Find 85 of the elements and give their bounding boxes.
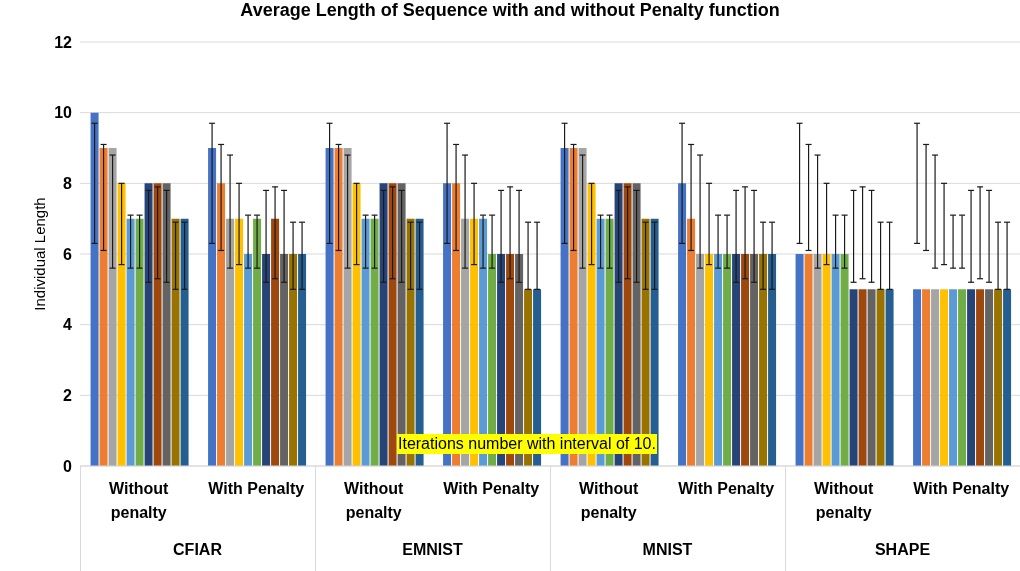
bar	[253, 218, 262, 466]
bar	[876, 289, 885, 466]
bar	[813, 254, 822, 466]
bar	[99, 148, 108, 466]
bar	[994, 289, 1003, 466]
bar	[180, 218, 189, 466]
x-tick-label: Without penalty	[579, 480, 640, 521]
bar	[967, 289, 976, 466]
bar	[271, 218, 280, 466]
bar	[171, 218, 180, 466]
bar	[831, 254, 840, 466]
bar	[126, 218, 135, 466]
bar	[840, 254, 849, 466]
bar	[135, 218, 144, 466]
bar	[931, 289, 940, 466]
text: EMNIST	[401, 541, 464, 559]
y-tick-label: 0	[63, 457, 73, 475]
x-tick-label: Without penalty	[109, 480, 170, 521]
bar	[108, 148, 117, 466]
bar	[325, 148, 334, 466]
bar	[352, 183, 361, 466]
chart-title: Average Length of Sequence with and without Penalty function	[239, 0, 781, 21]
annotation: Iterations number with interval of 10.	[397, 434, 657, 454]
bar	[723, 254, 732, 466]
bar	[153, 183, 162, 466]
bar	[687, 218, 696, 466]
bar	[750, 254, 759, 466]
bar	[217, 183, 226, 466]
text: SHAPE	[873, 541, 932, 559]
bar	[858, 289, 867, 466]
y-tick-label: 6	[63, 245, 73, 263]
bar	[144, 183, 153, 466]
x-tick-label: With Penalty	[678, 480, 775, 497]
bar	[90, 112, 99, 466]
bar	[379, 183, 388, 466]
text: CFIAR	[172, 541, 223, 559]
bar	[885, 289, 894, 466]
x-tick-label: With Penalty	[208, 480, 305, 497]
bar	[343, 148, 352, 466]
bar	[226, 218, 235, 466]
bar	[235, 218, 244, 466]
bar	[768, 254, 777, 466]
bar	[280, 254, 289, 466]
bar	[822, 254, 831, 466]
bar	[244, 254, 253, 466]
bar	[289, 254, 298, 466]
bar	[705, 254, 714, 466]
y-axis-title: Individual Length	[31, 197, 49, 311]
bar	[958, 289, 967, 466]
bar	[262, 254, 271, 466]
bar	[759, 254, 768, 466]
bar	[714, 254, 723, 466]
bar	[940, 289, 949, 466]
bar	[208, 148, 217, 466]
bar	[795, 254, 804, 466]
bar	[913, 289, 922, 466]
bar	[867, 289, 876, 466]
x-tick-label: With Penalty	[913, 480, 1010, 497]
y-tick-label: 10	[54, 104, 73, 122]
bar	[361, 218, 370, 466]
bar	[334, 148, 343, 466]
bar	[388, 183, 397, 466]
bar	[849, 289, 858, 466]
bar	[678, 183, 687, 466]
x-tick-label: Without penalty	[344, 480, 405, 521]
bar	[741, 254, 750, 466]
y-tick-label: 8	[63, 175, 73, 193]
x-tick-label: Without penalty	[814, 480, 875, 521]
text: MNIST	[641, 541, 694, 559]
bar	[732, 254, 741, 466]
bar	[117, 183, 126, 466]
y-tick-label: 12	[54, 33, 73, 51]
bar	[804, 254, 813, 466]
bar	[162, 183, 171, 466]
bar	[922, 289, 931, 466]
x-tick-label: With Penalty	[443, 480, 540, 497]
bar	[298, 254, 307, 466]
y-tick-label: 4	[63, 316, 73, 334]
bar	[976, 289, 985, 466]
bar	[949, 289, 958, 466]
bar	[370, 218, 379, 466]
y-tick-label: 2	[63, 387, 73, 405]
bar	[1003, 289, 1012, 466]
bar	[985, 289, 994, 466]
bar	[696, 254, 705, 466]
